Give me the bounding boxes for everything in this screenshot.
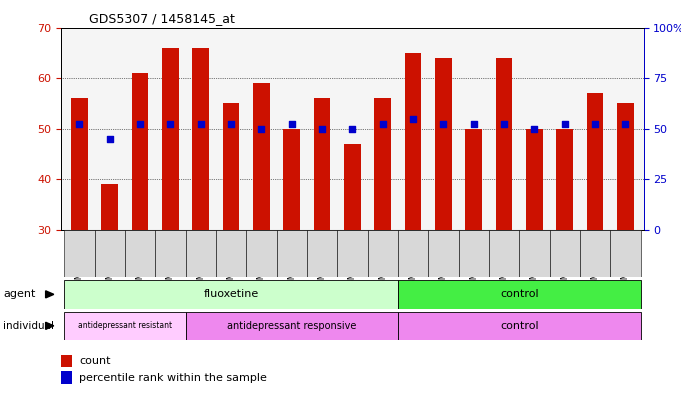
Bar: [61, 354, 72, 367]
Bar: [132, 73, 148, 230]
Text: antidepressant responsive: antidepressant responsive: [227, 321, 356, 331]
Point: [620, 121, 631, 127]
Bar: [398, 230, 428, 277]
Bar: [64, 280, 398, 309]
Bar: [193, 48, 209, 230]
Text: count: count: [80, 356, 111, 366]
Point: [317, 125, 328, 132]
Point: [529, 125, 540, 132]
Bar: [344, 144, 361, 230]
Point: [195, 121, 206, 127]
Text: control: control: [500, 289, 539, 299]
Bar: [550, 230, 580, 277]
Point: [469, 121, 479, 127]
Text: antidepressant resistant: antidepressant resistant: [78, 321, 172, 330]
Text: percentile rank within the sample: percentile rank within the sample: [80, 373, 267, 383]
Bar: [337, 230, 368, 277]
Point: [135, 121, 146, 127]
Bar: [155, 230, 186, 277]
Bar: [216, 230, 247, 277]
Bar: [435, 58, 452, 230]
Bar: [186, 312, 398, 340]
Bar: [64, 312, 186, 340]
Text: fluoxetine: fluoxetine: [204, 289, 259, 299]
Text: agent: agent: [3, 289, 36, 299]
Bar: [580, 230, 610, 277]
Bar: [398, 280, 641, 309]
Point: [165, 121, 176, 127]
Bar: [496, 58, 512, 230]
Point: [104, 136, 115, 142]
Text: individual: individual: [3, 321, 54, 331]
Bar: [375, 98, 391, 230]
Bar: [458, 230, 489, 277]
Point: [286, 121, 297, 127]
Bar: [314, 98, 330, 230]
Bar: [368, 230, 398, 277]
Point: [256, 125, 267, 132]
Bar: [247, 230, 276, 277]
Point: [347, 125, 358, 132]
Point: [498, 121, 509, 127]
Bar: [307, 230, 337, 277]
Bar: [556, 129, 573, 230]
Bar: [64, 230, 95, 277]
Bar: [587, 93, 603, 230]
Bar: [617, 103, 634, 230]
Point: [438, 121, 449, 127]
Bar: [465, 129, 482, 230]
Bar: [519, 230, 550, 277]
Bar: [253, 83, 270, 230]
Bar: [162, 48, 179, 230]
Bar: [276, 230, 307, 277]
Point: [74, 121, 85, 127]
Bar: [101, 184, 118, 230]
Bar: [71, 98, 88, 230]
Bar: [186, 230, 216, 277]
Bar: [398, 312, 641, 340]
Bar: [283, 129, 300, 230]
Point: [408, 116, 419, 122]
Bar: [428, 230, 458, 277]
Point: [590, 121, 601, 127]
Bar: [223, 103, 240, 230]
Point: [225, 121, 236, 127]
Bar: [405, 53, 422, 230]
Bar: [489, 230, 519, 277]
Bar: [95, 230, 125, 277]
Text: control: control: [500, 321, 539, 331]
Point: [559, 121, 570, 127]
Text: GDS5307 / 1458145_at: GDS5307 / 1458145_at: [89, 12, 234, 25]
Bar: [61, 371, 72, 384]
Bar: [610, 230, 641, 277]
Point: [377, 121, 388, 127]
Bar: [125, 230, 155, 277]
Bar: [526, 129, 543, 230]
